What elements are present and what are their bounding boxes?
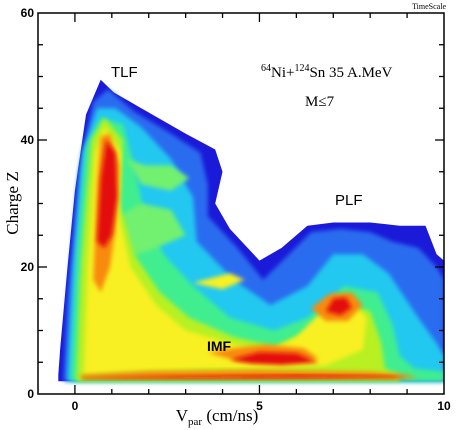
- annotation-tlf: TLF: [111, 64, 138, 81]
- x-axis-title-sub: par: [188, 416, 202, 428]
- annotation-multiplicity: M≤7: [305, 94, 335, 110]
- y-tick-label: 20: [21, 260, 35, 274]
- x-tick-label: 10: [437, 399, 451, 413]
- reaction-mass-sn: 124: [294, 63, 309, 74]
- contour-yellow-band-2: [193, 273, 245, 290]
- contour-red-core-3: [325, 297, 352, 316]
- x-tick-label: 5: [256, 399, 263, 413]
- contour-red-core-1: [97, 140, 118, 248]
- annotation-reaction: 64Ni+124Sn 35 A.MeV: [261, 63, 393, 81]
- contour-layers: [58, 79, 444, 382]
- contour-red-core-4: [82, 374, 408, 380]
- reaction-ni: Ni+: [271, 65, 294, 81]
- contour-yellow-band-1: [84, 127, 367, 375]
- y-tick-label: 60: [21, 6, 35, 20]
- corner-label: TimeScale: [412, 2, 446, 11]
- y-tick-label: 40: [21, 133, 35, 147]
- contour-red-core-2: [229, 352, 319, 365]
- axis-ticks: [38, 13, 444, 394]
- x-axis-title-units: (cm/ns): [202, 406, 258, 425]
- annotation-plf: PLF: [335, 192, 363, 209]
- reaction-mass-ni: 64: [261, 63, 271, 74]
- x-tick-label: 0: [72, 399, 79, 413]
- reaction-sn: Sn 35 A.MeV: [309, 65, 392, 81]
- x-axis-title: Vpar (cm/ns): [176, 406, 259, 428]
- axis-tick-labels: 0 5 10 0 20 40 60: [21, 6, 451, 413]
- x-axis-title-main: V: [176, 406, 189, 425]
- y-tick-label: 0: [27, 387, 34, 401]
- y-axis-title: Charge Z: [3, 171, 22, 234]
- annotation-imf: IMF: [207, 338, 232, 354]
- contour-green-light-bands-2: [126, 159, 190, 191]
